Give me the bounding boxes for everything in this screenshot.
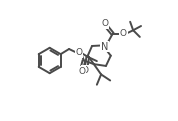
Text: O: O	[102, 19, 109, 28]
Text: N: N	[101, 42, 108, 52]
Text: O: O	[75, 48, 82, 57]
Text: O: O	[79, 67, 86, 76]
Text: O: O	[120, 29, 127, 38]
Text: O: O	[81, 66, 88, 75]
